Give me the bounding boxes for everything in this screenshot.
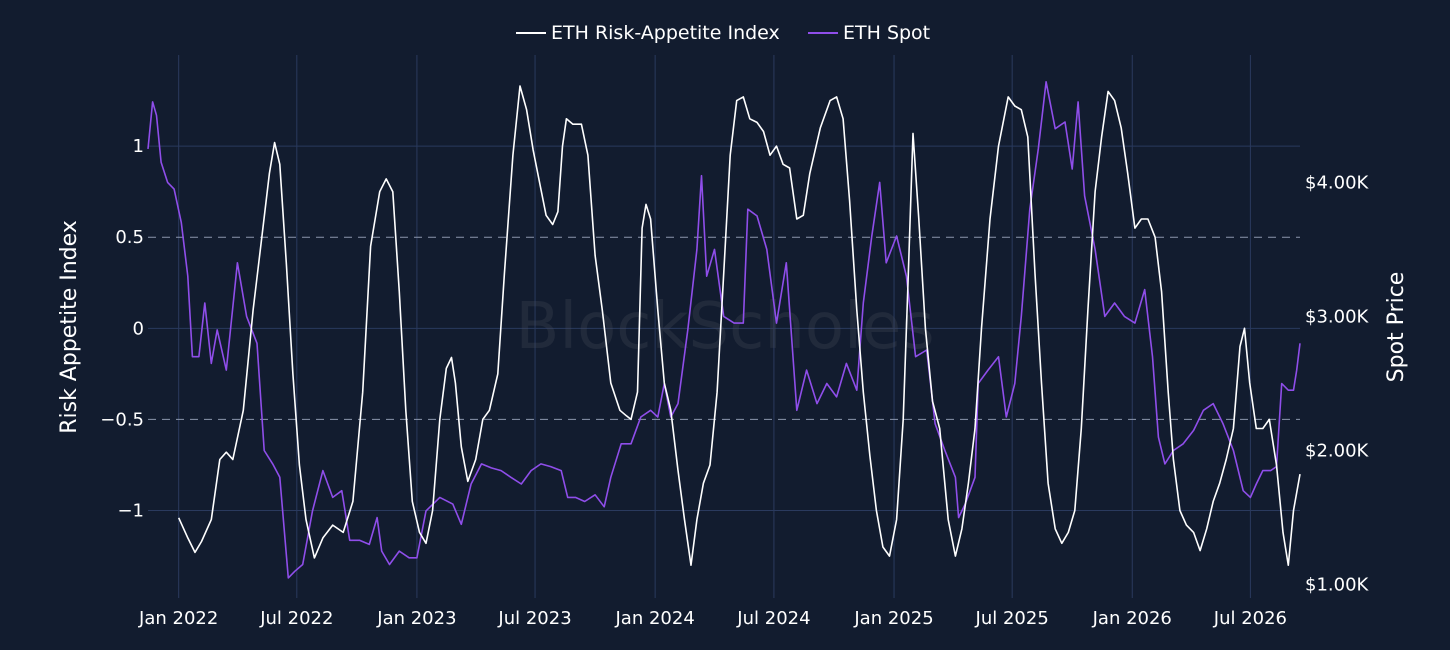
left-axis-title: Risk Appetite Index xyxy=(57,220,82,434)
x-tick-label: Jan 2025 xyxy=(853,608,933,629)
x-tick-label: Jul 2025 xyxy=(975,608,1049,629)
legend[interactable]: ETH Risk-Appetite Index ETH Spot xyxy=(516,22,930,44)
x-tick-label: Jul 2026 xyxy=(1213,608,1287,629)
x-axis-ticks: Jan 2022 Jul 2022 Jan 2023 Jul 2023 Jan 2024… xyxy=(138,608,1287,629)
series-lines xyxy=(147,81,1301,579)
left-tick-label: −0.5 xyxy=(100,409,144,430)
x-tick-label: Jan 2024 xyxy=(615,608,695,629)
watermark: BlockScholes xyxy=(515,290,934,364)
left-tick-label: 1 xyxy=(133,136,144,157)
right-tick-label: $2.00K xyxy=(1305,441,1370,462)
left-tick-label: 0.5 xyxy=(115,227,144,248)
x-tick-label: Jul 2023 xyxy=(497,608,571,629)
legend-label: ETH Spot xyxy=(843,22,930,44)
right-tick-label: $1.00K xyxy=(1305,575,1370,596)
eth-spot-line xyxy=(147,81,1301,579)
right-tick-label: $4.00K xyxy=(1305,172,1370,193)
right-tick-label: $3.00K xyxy=(1305,306,1370,327)
gridlines xyxy=(148,55,1300,598)
left-tick-label: −1 xyxy=(117,501,144,522)
left-tick-label: 0 xyxy=(133,318,144,339)
x-tick-label: Jan 2022 xyxy=(138,608,218,629)
x-tick-label: Jul 2022 xyxy=(259,608,333,629)
right-axis-ticks: $4.00K $3.00K $2.00K $1.00K xyxy=(1305,172,1370,595)
right-axis-title: Spot Price xyxy=(1384,272,1409,383)
left-axis-ticks: 1 0.5 0 −0.5 −1 xyxy=(100,136,144,521)
x-tick-label: Jul 2024 xyxy=(736,608,810,629)
x-tick-label: Jan 2026 xyxy=(1092,608,1172,629)
legend-label: ETH Risk-Appetite Index xyxy=(551,22,780,44)
risk-appetite-line xyxy=(177,85,1301,566)
x-tick-label: Jan 2023 xyxy=(376,608,456,629)
